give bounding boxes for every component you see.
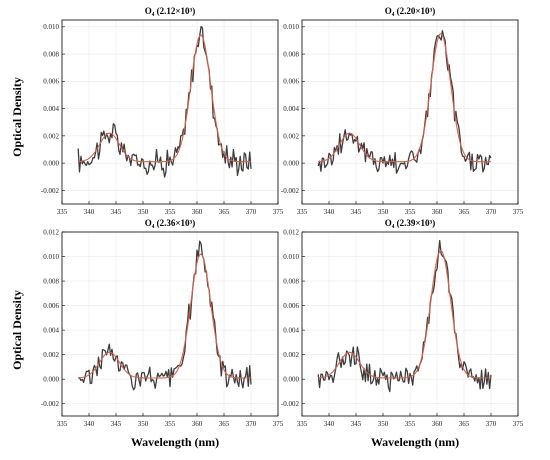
x-tick-label: 365 [219, 420, 230, 428]
x-tick-label: 340 [324, 208, 335, 216]
y-tick-label: 0.004 [43, 327, 59, 335]
y-tick-label: 0.006 [283, 78, 299, 86]
x-tick-label: 355 [165, 208, 176, 216]
x-tick-label: 360 [192, 420, 203, 428]
x-tick-label: 360 [432, 420, 443, 428]
x-tick-label: 350 [138, 420, 149, 428]
y-tick-label: 0.004 [43, 105, 59, 113]
x-tick-label: 335 [297, 208, 308, 216]
panel-1: -0.002 0.000 0.002 0.004 0.006 0.008 0.010 335 3… [41, 6, 284, 216]
x-tick-label: 370 [246, 208, 257, 216]
y-axis-title: Optical Density [10, 77, 24, 157]
fit-series-line [78, 253, 251, 379]
x-tick-label: 370 [486, 420, 497, 428]
panel-2: -0.002 0.000 0.002 0.004 0.006 0.008 0.010 335 3… [281, 6, 524, 216]
y-tick-label: -0.002 [281, 187, 300, 195]
y-tick-label: 0.008 [43, 277, 59, 285]
x-tick-label: 365 [219, 208, 230, 216]
fit-series-line [318, 249, 491, 379]
x-tick-label: 340 [84, 420, 95, 428]
x-tick-label: 365 [459, 420, 470, 428]
y-tick-label: 0.010 [283, 23, 299, 31]
x-tick-label: 365 [459, 208, 470, 216]
y-tick-label: 0.010 [283, 253, 299, 261]
measured-series-line [77, 25, 252, 178]
y-tick-label: 0.004 [283, 105, 299, 113]
y-tick-label: 0.008 [283, 50, 299, 58]
panel-title: O₄ (2.12×10³) [145, 6, 196, 16]
y-tick-label: 0.000 [283, 160, 299, 168]
x-tick-label: 335 [57, 208, 68, 216]
y-tick-label: 0.002 [43, 351, 59, 359]
y-axis-title-lower: Optical Density [10, 290, 24, 370]
x-tick-label: 375 [273, 208, 284, 216]
x-tick-label: 360 [432, 208, 443, 216]
x-tick-label: 345 [111, 420, 122, 428]
y-tick-label: 0.000 [283, 376, 299, 384]
x-tick-label: 345 [111, 208, 122, 216]
y-tick-label: 0.002 [43, 132, 59, 140]
x-tick-label: 370 [246, 420, 257, 428]
y-tick-label: 0.002 [283, 132, 299, 140]
y-tick-label: 0.000 [43, 376, 59, 384]
y-tick-label: 0.008 [43, 50, 59, 58]
y-tick-label: 0.006 [283, 302, 299, 310]
panel-title: O₄ (2.20×10³) [385, 6, 436, 16]
y-tick-label: -0.002 [41, 187, 60, 195]
x-axis-title-right: Wavelength (nm) [371, 435, 459, 449]
y-tick-label: 0.006 [43, 78, 59, 86]
y-tick-label: 0.002 [283, 351, 299, 359]
x-tick-label: 335 [57, 420, 68, 428]
y-tick-label: 0.008 [283, 277, 299, 285]
x-tick-label: 350 [378, 420, 389, 428]
panel-title: O₄ (2.36×10³) [145, 218, 196, 228]
y-tick-label: 0.012 [43, 228, 59, 236]
x-tick-label: 355 [405, 420, 416, 428]
measured-series-line [317, 30, 492, 174]
x-tick-label: 375 [513, 420, 524, 428]
x-tick-label: 350 [138, 208, 149, 216]
y-tick-label: 0.000 [43, 160, 59, 168]
x-tick-label: 340 [324, 420, 335, 428]
y-tick-label: 0.006 [43, 302, 59, 310]
x-tick-label: 350 [378, 208, 389, 216]
x-tick-label: 340 [84, 208, 95, 216]
x-tick-label: 345 [351, 208, 362, 216]
x-tick-label: 355 [165, 420, 176, 428]
y-tick-label: 0.012 [283, 228, 299, 236]
measured-series-line [77, 240, 252, 391]
fit-series-line [318, 33, 491, 163]
y-tick-label: -0.002 [41, 400, 60, 408]
y-tick-label: -0.002 [281, 400, 300, 408]
x-tick-label: 375 [273, 420, 284, 428]
x-tick-label: 335 [297, 420, 308, 428]
panel-title: O₄ (2.39×10³) [385, 218, 436, 228]
x-tick-label: 345 [351, 420, 362, 428]
measured-series-line [317, 239, 492, 393]
fit-series-line [78, 34, 251, 163]
panel-4: -0.002 0.000 0.002 0.004 0.006 0.008 0.010 0.01… [281, 218, 524, 428]
x-tick-label: 355 [405, 208, 416, 216]
x-axis-title-left: Wavelength (nm) [131, 435, 219, 449]
panel-3: -0.002 0.000 0.002 0.004 0.006 0.008 0.010 0.01… [41, 218, 284, 428]
y-tick-label: 0.004 [283, 327, 299, 335]
y-tick-label: 0.010 [43, 23, 59, 31]
x-tick-label: 360 [192, 208, 203, 216]
x-tick-label: 375 [513, 208, 524, 216]
y-tick-label: 0.010 [43, 253, 59, 261]
x-tick-label: 370 [486, 208, 497, 216]
